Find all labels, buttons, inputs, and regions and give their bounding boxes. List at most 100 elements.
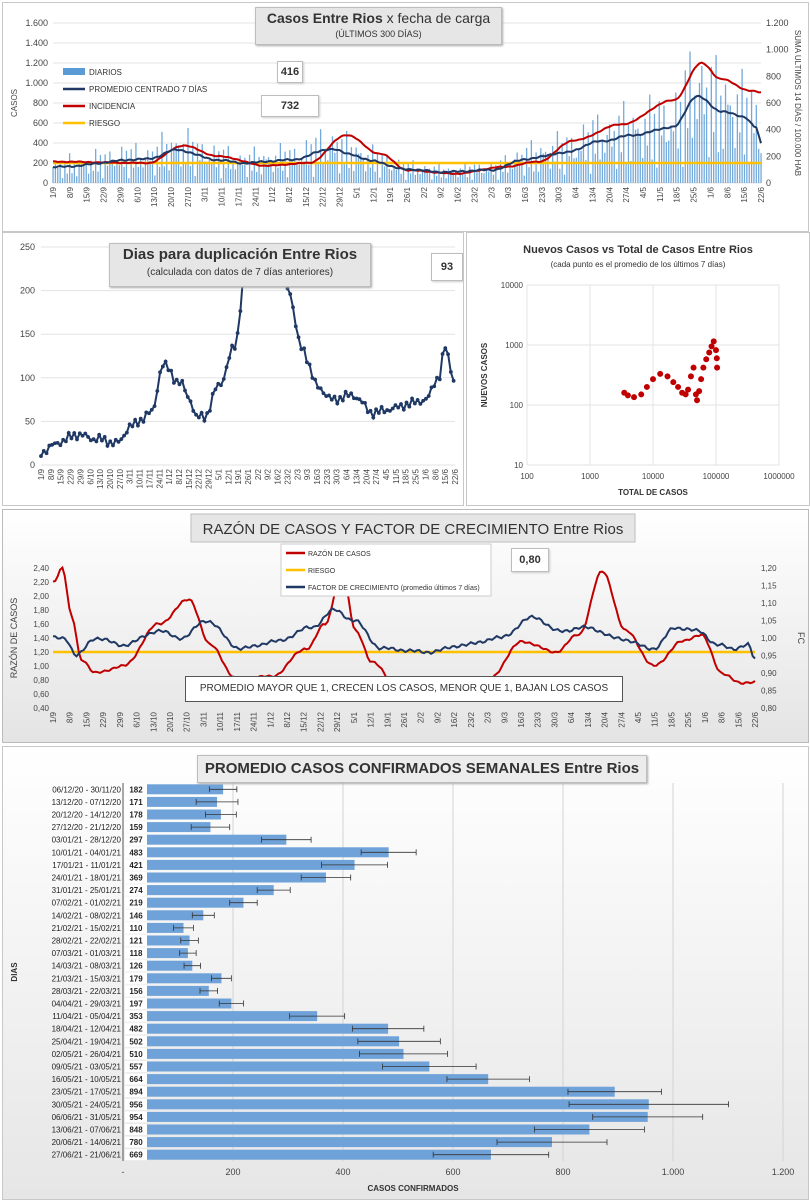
x-tick: 20/4 [601,711,610,727]
daily-bar [632,117,634,183]
daily-bar [111,164,113,183]
weekly-bar [147,1149,491,1160]
daily-bar [537,171,540,183]
category-label: 07/02/21 - 01/02/21 [52,899,122,908]
daily-bar [734,148,736,183]
value-label-bg [125,998,147,1009]
daily-bar [748,163,750,183]
value-label: 171 [129,798,143,807]
daily-bar [454,171,457,183]
weekly-bar [147,1074,489,1085]
doubling-point [196,415,201,420]
y-left-tick: 1,60 [33,620,49,629]
x-tick: 15/9 [57,468,66,484]
daily-bar [121,146,123,183]
x-tick: 25/5 [684,711,693,727]
weekly-bar [147,1036,400,1047]
daily-bar [580,150,582,183]
doubling-point [321,391,326,396]
daily-bar [717,152,720,183]
value-label-bg [125,821,147,833]
doubling-point [446,352,450,357]
daily-bar [331,136,334,183]
value-label-bg [125,1035,147,1047]
daily-bar [334,152,336,183]
daily-bar [490,162,492,183]
y-left-tick: 1.600 [25,18,48,28]
doubling-days-title-box: Dias para duplicación Entre Rios (calcul… [109,243,371,287]
daily-bar [244,157,246,183]
x-tick: 10/11 [216,711,225,731]
x-tick: 20/10 [167,186,176,207]
daily-bar [123,167,125,183]
daily-bar [504,155,506,183]
daily-bar [251,170,253,183]
x-tick: 16/2 [454,186,463,202]
daily-bar [729,105,731,183]
category-label: 07/03/21 - 01/03/21 [52,949,122,958]
daily-bar [589,173,592,183]
daily-cases-chart: 1.600 1.400 1.200 1.000 800 600 400 200 0 1.200 1.… [10,18,802,207]
daily-bar [440,177,443,183]
scatter-title: Nuevos Casos vs Total de Casos Entre Rio… [523,244,753,256]
daily-bar [383,166,386,183]
value-label: 369 [129,874,143,883]
doubling-point [91,437,96,442]
doubling-point [138,416,143,421]
daily-bar [215,167,218,183]
daily-bar [405,179,407,183]
scatter-point [685,386,692,393]
doubling-point [39,454,43,458]
daily-bar [431,179,433,183]
daily-bar [691,137,694,183]
daily-bar [61,178,64,183]
doubling-days-chart-panel: 250 200 150 100 50 0 1/9 8/9 15/9 22/9 29/9 6/10 13/… [2,232,464,506]
daily-cases-value-box-1: 416 [277,61,303,83]
daily-bar [322,162,324,183]
x-tick: 27/4 [617,711,626,727]
daily-bar [97,171,99,183]
growth-factor-note: PROMEDIO MAYOR QUE 1, CRECEN LOS CASOS, … [185,676,623,702]
doubling-point [113,437,118,442]
x-tick: 600 [445,1167,460,1177]
daily-bar [386,156,388,183]
doubling-point [80,433,85,438]
daily-bar [305,140,308,183]
doubling-point [188,399,193,404]
doubling-days-subtitle: (calculada con datos de 7 días anteriore… [146,267,334,278]
daily-bar [329,146,331,183]
weekly-bar [147,985,209,996]
daily-bar [308,164,310,183]
daily-bar [227,145,229,183]
daily-bar [689,51,691,183]
doubling-point [232,346,237,351]
scatter-point [624,392,631,399]
daily-bar [177,147,180,183]
daily-bar [246,176,248,183]
legend-label: RAZÓN DE CASOS [308,549,371,558]
daily-bar [623,100,625,183]
daily-bar [713,131,715,183]
scatter-subtitle: (cada punto es el promedio de los último… [551,260,726,269]
daily-bar [554,161,556,183]
weekly-bar [147,847,389,858]
value-label: 954 [129,1113,143,1122]
x-tick: 9/2 [437,186,446,198]
x-tick: 15/6 [734,711,743,727]
doubling-point [166,368,171,373]
daily-bar [660,135,663,183]
doubling-point [371,415,376,420]
daily-bar [549,168,551,183]
daily-bar [495,165,497,183]
daily-bar [582,124,585,183]
x-tick: 1000 [581,472,599,481]
daily-bar [140,157,142,183]
doubling-point [291,305,295,310]
daily-bar [703,114,705,183]
daily-bar [750,91,753,183]
daily-bar [559,168,561,183]
x-tick: 27/10 [116,468,125,489]
x-tick: 27/10 [183,711,192,732]
daily-bar [746,97,748,183]
x-tick: 15/12 [300,711,309,732]
